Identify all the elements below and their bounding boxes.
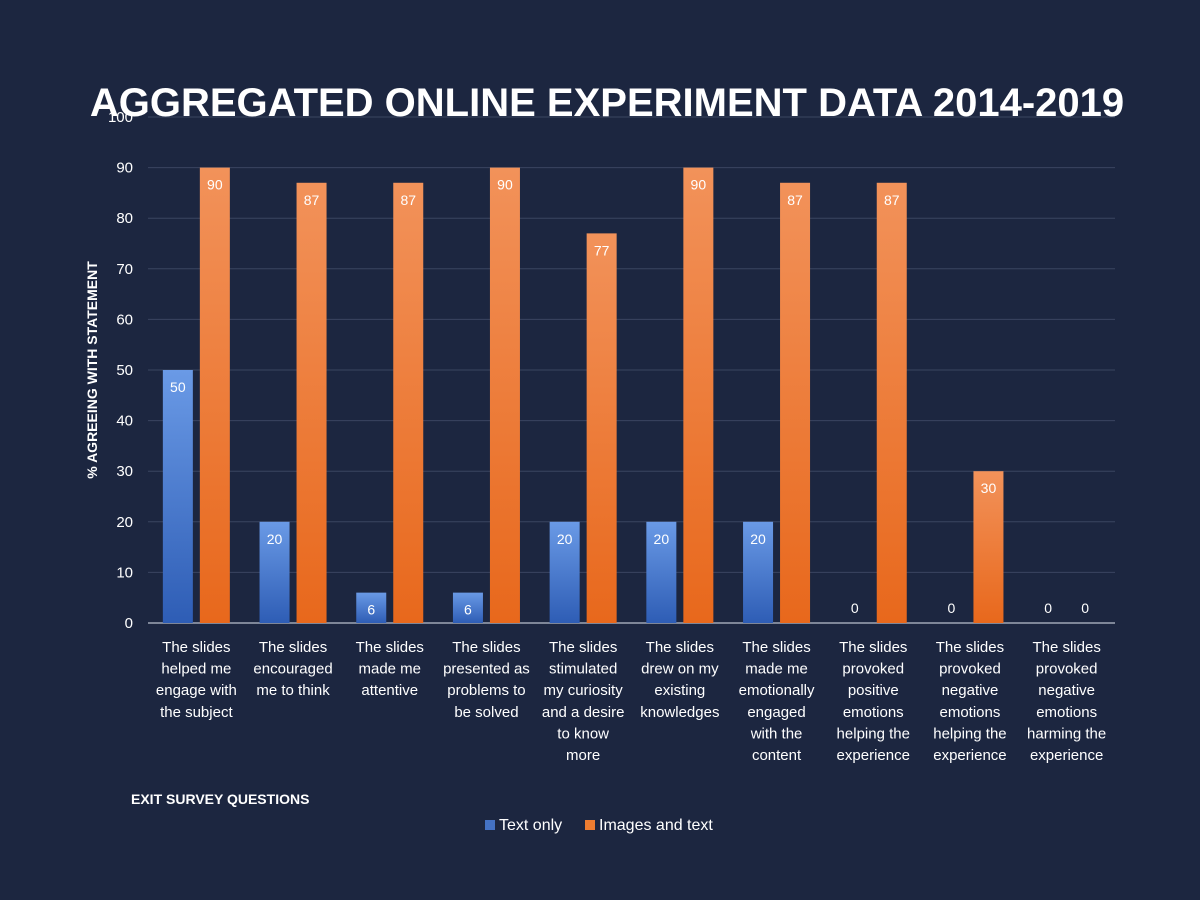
category-label: The slides stimulated my curiosity and a de… — [542, 639, 625, 764]
data-label: 0 — [851, 600, 859, 616]
y-tick-label: 70 — [116, 261, 133, 278]
x-axis-title: EXIT SURVEY QUESTIONS — [131, 791, 309, 807]
y-tick-label: 20 — [116, 514, 133, 531]
y-tick-label: 50 — [116, 362, 133, 379]
y-axis-title: % AGREEING WITH STATEMENT — [84, 261, 100, 479]
data-label: 90 — [691, 177, 707, 193]
y-tick-label: 100 — [108, 109, 133, 126]
bar-text-only — [549, 521, 580, 623]
data-labels: 50 90 20 87 6 87 6 90 20 77 20 90 20 87 0 87 0 30 0 0 — [170, 177, 1089, 618]
bar-images-and-text — [199, 167, 230, 623]
data-label: 20 — [654, 531, 670, 547]
y-tick-label: 60 — [116, 311, 133, 328]
data-label: 87 — [400, 192, 416, 208]
bar-text-only — [356, 592, 387, 623]
category-labels: The slides helped me engage with the subjec… — [156, 639, 1106, 764]
y-tick-label: 0 — [125, 615, 133, 632]
category-label: The slides made me emotionally engaged with … — [739, 639, 815, 764]
y-tick-label: 40 — [116, 413, 133, 430]
legend-swatch — [485, 820, 495, 830]
y-axis-ticks: 0 10 20 30 40 50 60 70 80 90 100 — [108, 109, 133, 632]
data-label: 30 — [981, 480, 997, 496]
category-label: The slides provoked positive emotions helpin… — [837, 639, 910, 764]
data-label: 0 — [948, 600, 956, 616]
bars — [162, 167, 1004, 623]
chart-title: AGGREGATED ONLINE EXPERIMENT DATA 2014-2… — [90, 81, 1124, 125]
bar-text-only — [162, 370, 193, 623]
data-label: 20 — [267, 531, 283, 547]
category-label: The slides encouraged me to think — [253, 639, 332, 699]
y-tick-label: 10 — [116, 564, 133, 581]
bar-text-only — [452, 592, 483, 623]
bar-images-and-text — [586, 233, 617, 623]
bar-images-and-text — [296, 182, 327, 623]
bar-images-and-text — [973, 471, 1004, 623]
data-label: 20 — [750, 531, 766, 547]
data-label: 77 — [594, 242, 610, 258]
bar-text-only — [646, 521, 677, 623]
data-label: 87 — [884, 192, 900, 208]
data-label: 6 — [464, 602, 472, 618]
legend: Text only Images and text — [485, 817, 713, 834]
data-label: 20 — [557, 531, 573, 547]
category-label: The slides presented as problems to be solv… — [443, 639, 530, 721]
bar-text-only — [743, 521, 774, 623]
data-label: 90 — [207, 177, 223, 193]
bar-images-and-text — [683, 167, 714, 623]
y-tick-label: 90 — [116, 160, 133, 177]
category-label: The slides drew on my existing knowledges — [640, 639, 719, 721]
data-label: 87 — [787, 192, 803, 208]
data-label: 87 — [304, 192, 320, 208]
bar-images-and-text — [780, 182, 811, 623]
bar-text-only — [259, 521, 290, 623]
category-label: The slides provoked negative emotions harmin… — [1027, 639, 1106, 764]
category-label: The slides provoked negative emotions helpin… — [933, 639, 1006, 764]
data-label: 6 — [367, 602, 375, 618]
bar-images-and-text — [876, 182, 907, 623]
category-label: The slides helped me engage with the subjec… — [156, 639, 237, 721]
gridlines — [148, 116, 1115, 624]
data-label: 0 — [1044, 600, 1052, 616]
data-label: 50 — [170, 379, 186, 395]
y-tick-label: 30 — [116, 463, 133, 480]
data-label: 0 — [1081, 600, 1089, 616]
legend-swatch — [585, 820, 595, 830]
legend-label: Images and text — [599, 817, 713, 834]
y-tick-label: 80 — [116, 210, 133, 227]
bar-images-and-text — [489, 167, 520, 623]
data-label: 90 — [497, 177, 513, 193]
bar-images-and-text — [393, 182, 424, 623]
legend-label: Text only — [499, 817, 562, 834]
category-label: The slides made me attentive — [356, 639, 424, 699]
